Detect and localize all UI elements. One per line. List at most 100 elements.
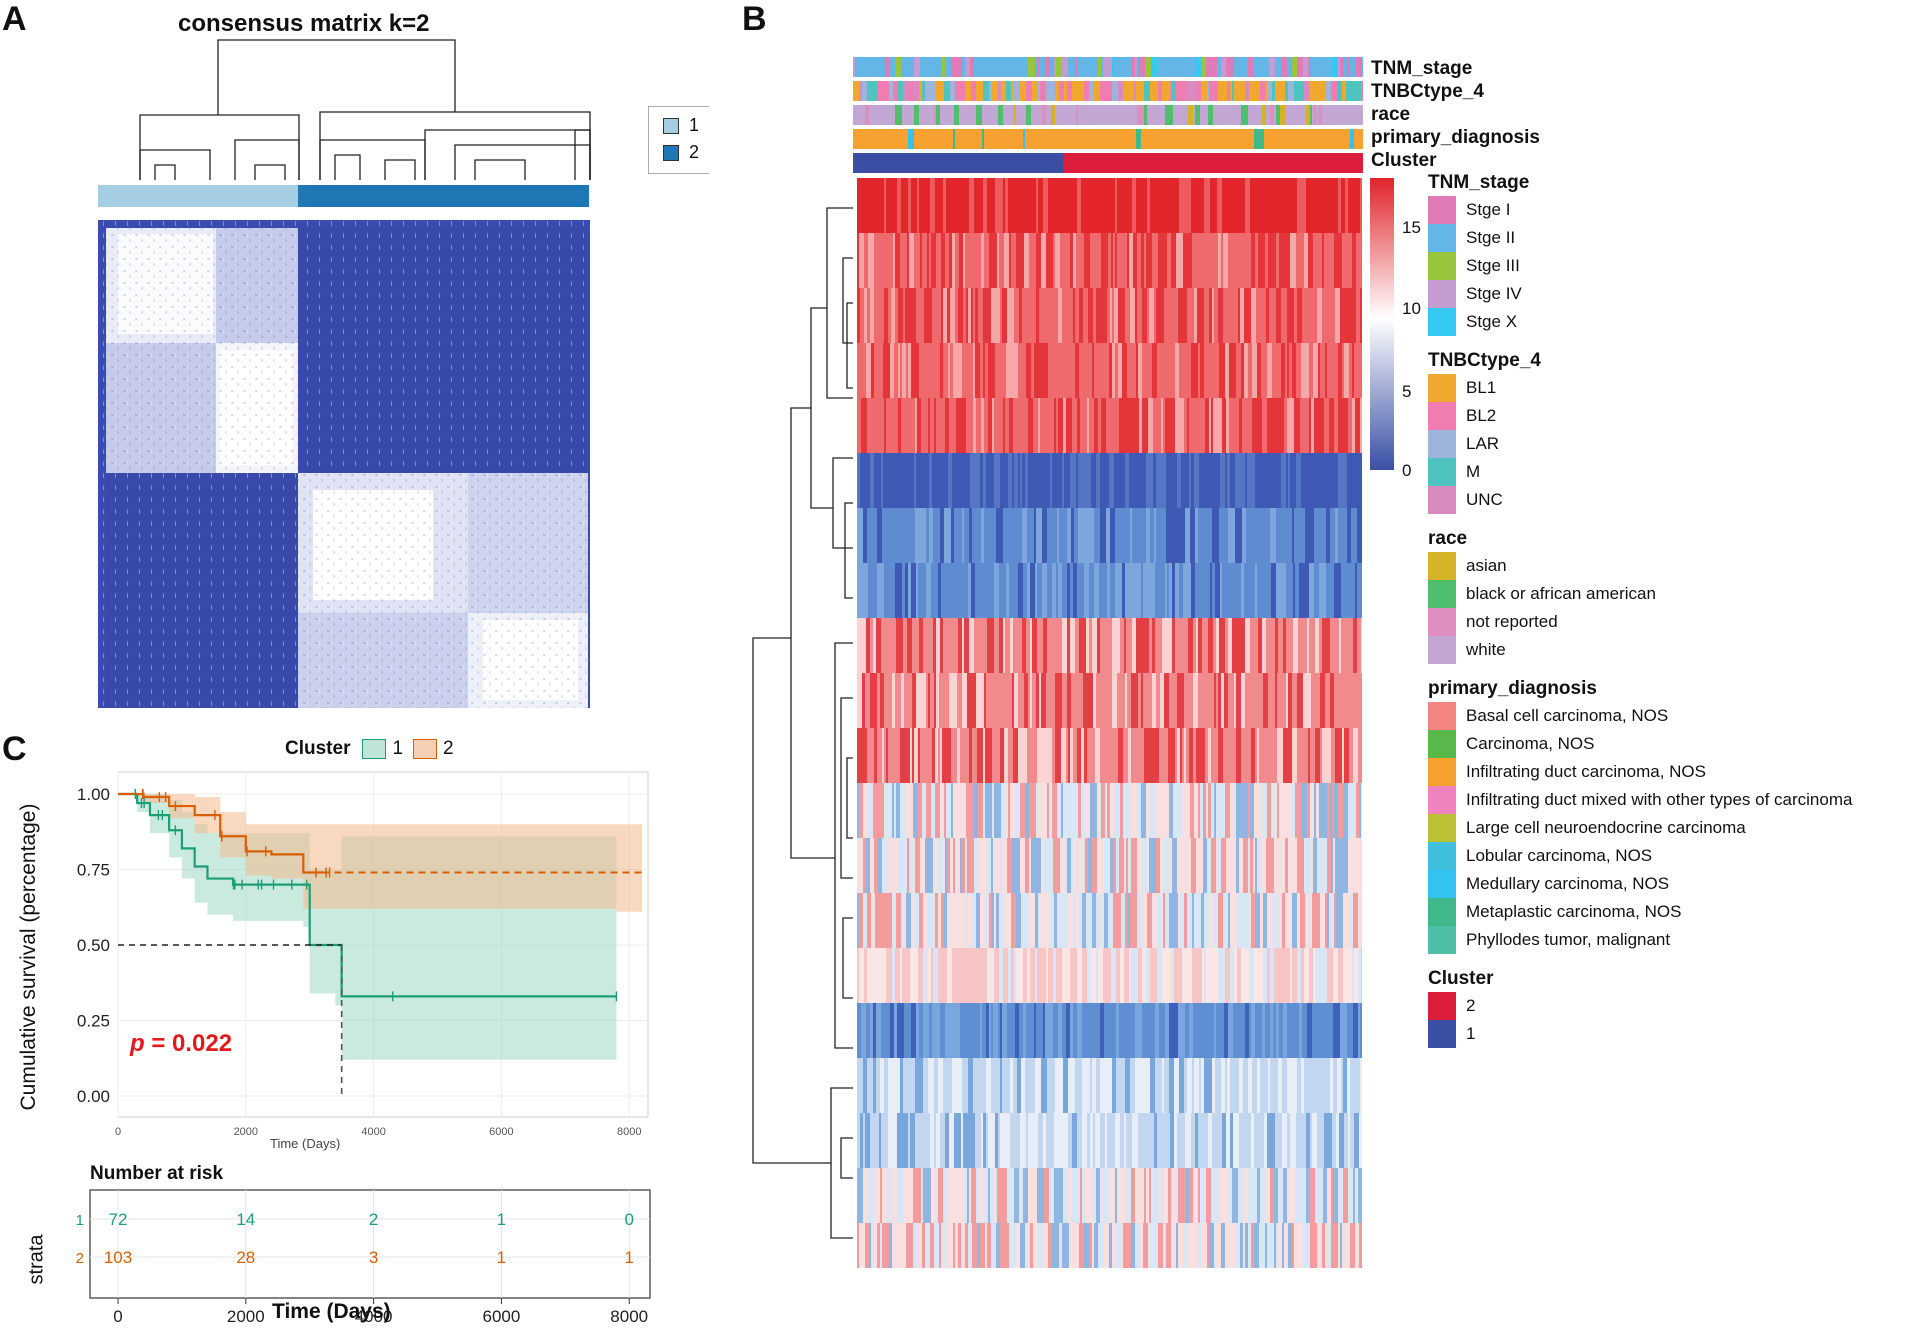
heatmap-cell <box>1343 893 1346 948</box>
heatmap-cell <box>863 563 868 618</box>
heatmap-cell <box>912 288 916 343</box>
heatmap-cell <box>1184 398 1187 453</box>
annotation-cell <box>1303 57 1308 77</box>
cluster-1-bar <box>98 185 298 207</box>
heatmap-cell <box>1157 893 1161 948</box>
heatmap-cell <box>1142 1113 1147 1168</box>
heatmap-cell <box>1270 893 1272 948</box>
heatmap-cell <box>1076 453 1078 508</box>
heatmap-cell <box>1012 673 1014 728</box>
heatmap-cell <box>1316 783 1319 838</box>
heatmap-cell <box>1329 893 1334 948</box>
risk-count: 1 <box>624 1248 633 1267</box>
heatmap-cell <box>1105 618 1110 673</box>
annotation-cell <box>1076 105 1078 125</box>
heatmap-cell <box>1066 1168 1068 1223</box>
annotation-cell <box>1344 57 1347 77</box>
heatmap-cell <box>1263 673 1268 728</box>
heatmap-cell <box>1109 343 1112 398</box>
annotation-cell <box>1110 129 1116 149</box>
heatmap-cell <box>1085 673 1089 728</box>
heatmap-cell <box>1259 288 1263 343</box>
heatmap-cell <box>1044 838 1048 893</box>
heatmap-cell <box>1139 178 1143 233</box>
annotation-cell <box>1163 129 1167 149</box>
heatmap-cell <box>962 453 966 508</box>
heatmap-cell <box>994 783 996 838</box>
heatmap-cell <box>1272 178 1276 233</box>
heatmap-cell <box>1237 948 1241 1003</box>
heatmap-cell <box>857 508 859 563</box>
heatmap-cell <box>998 1003 1000 1058</box>
heatmap-cell <box>1165 1003 1169 1058</box>
heatmap-cell <box>905 233 907 288</box>
heatmap-cell <box>1243 783 1248 838</box>
heatmap-cell <box>899 1168 904 1223</box>
heatmap-cell <box>961 1223 965 1268</box>
heatmap-cell <box>1325 1223 1327 1268</box>
heatmap-cell <box>1042 508 1044 563</box>
heatmap-cell <box>912 618 916 673</box>
heatmap-cell <box>901 178 903 233</box>
heatmap-cell <box>1176 1168 1178 1223</box>
heatmap-cell <box>914 728 918 783</box>
heatmap-cell <box>985 343 988 398</box>
heatmap-cell <box>1323 1168 1327 1223</box>
annotation-cell <box>1141 129 1147 149</box>
heatmap-cell <box>979 233 981 288</box>
heatmap-cell <box>870 618 873 673</box>
annotation-cell <box>871 81 877 101</box>
heatmap-cell <box>1073 563 1077 618</box>
heatmap-cell <box>953 783 957 838</box>
heatmap-cell <box>1156 178 1159 233</box>
heatmap-cell <box>1019 398 1023 453</box>
heatmap-cell <box>1036 288 1039 343</box>
heatmap-cell <box>974 618 976 673</box>
heatmap-cell <box>880 1223 882 1268</box>
heatmap-cell <box>1107 1113 1110 1168</box>
heatmap-cell <box>1011 233 1016 288</box>
heatmap-cell <box>1340 1223 1342 1268</box>
heatmap-cell <box>1272 893 1274 948</box>
heatmap-cell <box>951 398 954 453</box>
heatmap-cell <box>1276 893 1280 948</box>
heatmap-cell <box>1068 783 1073 838</box>
heatmap-cell <box>1014 1168 1019 1223</box>
annotation-cell <box>1100 81 1106 101</box>
heatmap-cell <box>1018 563 1021 618</box>
heatmap-cell <box>920 233 922 288</box>
legend-label: white <box>1466 640 1506 659</box>
heatmap-cell <box>926 508 929 563</box>
risk-count: 2 <box>369 1210 378 1229</box>
heatmap-cell <box>1193 618 1196 673</box>
heatmap-cell <box>1252 178 1257 233</box>
heatmap-cell <box>1107 673 1112 728</box>
heatmap-cell <box>1330 288 1335 343</box>
heatmap-cell <box>998 398 1000 453</box>
heatmap-cell <box>1032 728 1037 783</box>
scale-tick-0: 0 <box>1402 461 1412 480</box>
annotation-cell <box>1013 81 1019 101</box>
heatmap-cell <box>1050 893 1054 948</box>
heatmap-cell <box>1108 233 1111 288</box>
annotation-cell <box>935 57 941 77</box>
annotation-cell <box>1304 81 1309 101</box>
heatmap-cell <box>1036 673 1039 728</box>
heatmap-cell <box>992 1113 995 1168</box>
heatmap-cell <box>1307 618 1309 673</box>
heatmap-cell <box>1035 1058 1039 1113</box>
heatmap-cell <box>954 178 959 233</box>
heatmap-cell <box>1128 893 1130 948</box>
annotation-cell <box>1129 105 1133 125</box>
legend-item: 2 <box>1428 992 1903 1020</box>
heatmap-cell <box>928 948 931 1003</box>
heatmap-cell <box>1330 618 1335 673</box>
heatmap-cell <box>1313 948 1315 1003</box>
heatmap-cell <box>1039 288 1043 343</box>
heatmap-cell <box>949 1003 952 1058</box>
heatmap-cell <box>1175 563 1179 618</box>
heatmap-cell <box>1302 618 1307 673</box>
heatmap-cell <box>1213 893 1218 948</box>
heatmap-cell <box>923 1003 925 1058</box>
heatmap-cell <box>955 1058 957 1113</box>
